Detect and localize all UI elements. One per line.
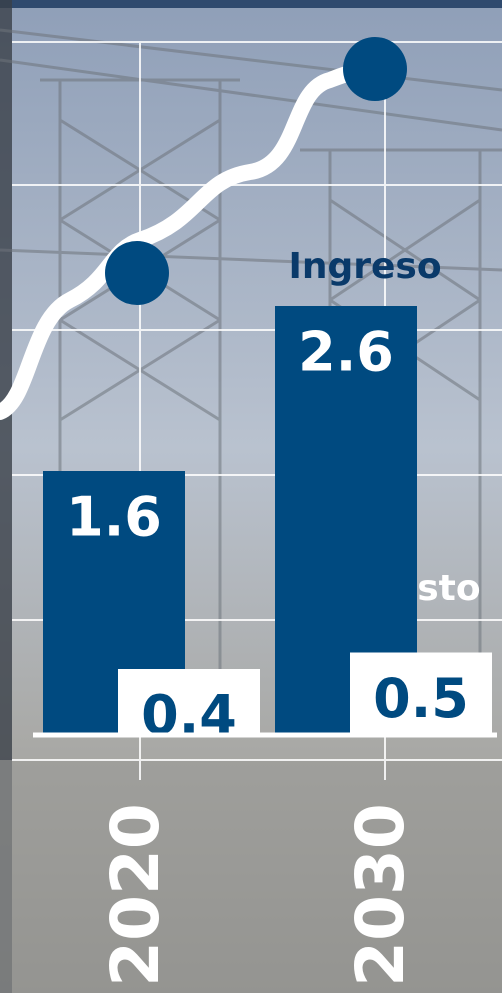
series-label: Ingreso	[288, 246, 441, 287]
value-label: 0.5	[373, 667, 469, 730]
value-label: 2.6	[298, 321, 394, 384]
trend-dot	[343, 37, 407, 101]
x-tick-label: 2030	[342, 803, 419, 987]
chart: Ingreso Gasto 1.60.420202.60.52030	[0, 0, 502, 993]
ground	[0, 760, 502, 993]
top-band	[0, 0, 502, 8]
value-label: 1.6	[66, 486, 162, 549]
trend-dot	[105, 241, 169, 305]
x-tick-label: 2020	[97, 803, 174, 987]
